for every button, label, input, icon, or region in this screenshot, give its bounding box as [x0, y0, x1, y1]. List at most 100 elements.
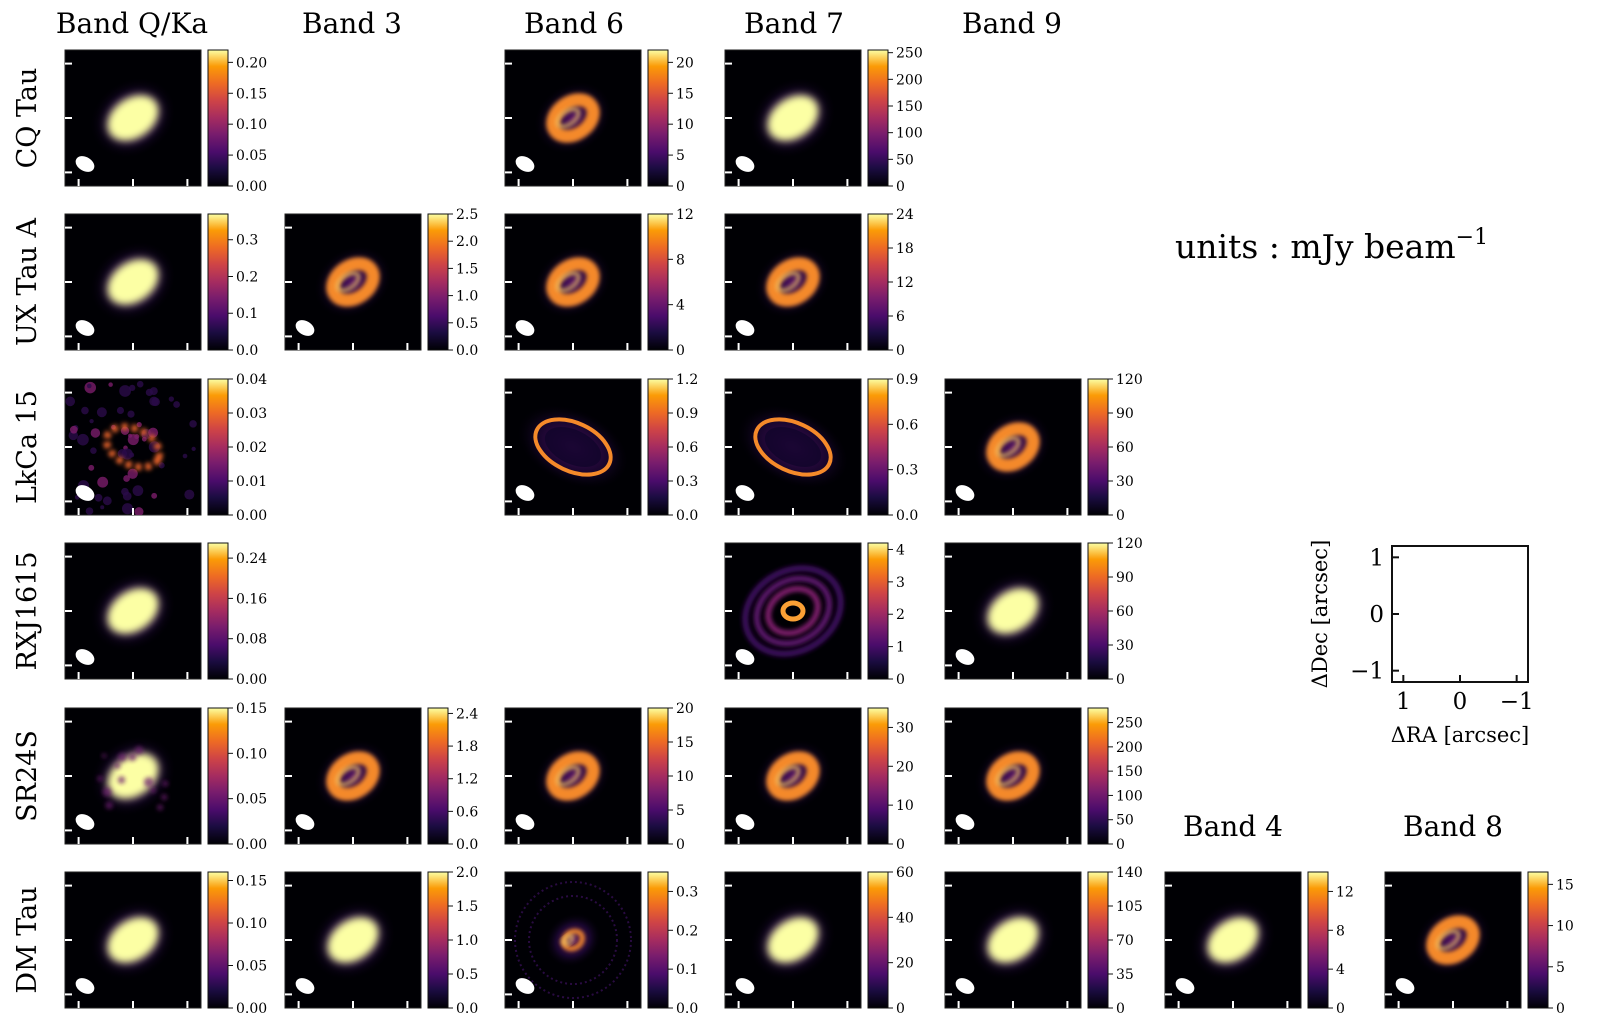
ring-highlight: [775, 765, 801, 787]
noise-speck: [145, 388, 153, 397]
panel-grid: 0.000.050.100.150.2005101520050100150200…: [64, 46, 1574, 1017]
colorbar-tick-label: 0.1: [236, 306, 258, 322]
panel-image: [749, 77, 837, 159]
panel-image: [973, 410, 1053, 484]
colorbar-tick-label: 0.10: [236, 117, 267, 133]
column-title: Band 6: [524, 7, 624, 40]
ring-highlight: [555, 271, 581, 293]
colorbar: [207, 378, 229, 516]
ring-cavity: [764, 427, 822, 467]
ring-cavity: [544, 427, 602, 467]
colorbar-tick-label: 20: [896, 956, 914, 972]
emission-core: [767, 917, 819, 963]
beam-ellipse: [735, 320, 755, 336]
panel-image: [89, 77, 177, 159]
colorbar-tick-label: 0: [896, 672, 905, 688]
ring-highlight: [775, 271, 801, 293]
panel-uxtau-band7: 0 6 12 18 24: [724, 207, 914, 359]
colorbar-tick-label: 0.9: [676, 406, 698, 422]
noise-speck: [94, 493, 103, 502]
colorbar-tick-label: 100: [1116, 788, 1143, 804]
reference-y-tick-label: −1: [1350, 659, 1384, 685]
beam-ellipse: [515, 485, 535, 501]
noise-speck: [117, 776, 126, 784]
panel-image: [533, 81, 613, 155]
colorbar-tick-label: 0.15: [236, 874, 267, 890]
colorbar: [207, 542, 229, 680]
colorbar-tick-label: 60: [1116, 440, 1134, 456]
emission-core: [767, 95, 819, 141]
panel-dmtau-bandqka: 0.00 0.05 0.10 0.15: [64, 871, 267, 1017]
emission-core: [987, 588, 1039, 634]
noise-speck: [143, 777, 154, 788]
colorbar-tick-label: 150: [1116, 764, 1143, 780]
noise-speck: [136, 380, 144, 388]
noise-speck: [151, 492, 158, 499]
panel-image: [1189, 899, 1277, 981]
noise-speck: [134, 507, 144, 515]
ring-highlight: [1435, 929, 1461, 951]
noise-speck: [88, 464, 95, 471]
beam-ellipse: [955, 814, 975, 830]
colorbar-tick-label: 100: [896, 126, 923, 142]
noise-speck: [85, 507, 94, 515]
emission-core: [107, 588, 159, 634]
colorbar: [647, 707, 669, 845]
colorbar-tick-label: 10: [676, 117, 694, 133]
colorbar: [427, 871, 449, 1009]
row-labels: CQ Tau UX Tau A LkCa 15 RXJ1615 SR24S DM Tau: [12, 68, 43, 994]
emission-ring: [326, 257, 380, 307]
panel-image: [969, 570, 1057, 652]
panel-uxtau-band3: 0.0 0.5 1.0 1.5 2.0 2.5: [284, 207, 478, 359]
row-label: UX Tau A: [12, 217, 43, 346]
panel-cqtau-band7: 0 50 100 150 200 250: [724, 46, 923, 195]
reference-x-tick-label: −1: [1500, 689, 1534, 715]
noise-speck: [168, 396, 175, 402]
panel-image: [309, 899, 397, 981]
noise-speck: [162, 780, 169, 787]
colorbar-tick-label: 0.00: [236, 837, 267, 853]
noise-speck: [134, 746, 144, 755]
beam-ellipse: [295, 814, 315, 830]
colorbar-tick-label: 20: [896, 759, 914, 775]
colorbar-tick-label: 0: [1116, 1001, 1125, 1017]
colorbar-tick-label: 0.03: [236, 406, 267, 422]
colorbar-tick-label: 0.1: [676, 962, 698, 978]
row-label: RXJ1615: [12, 551, 43, 670]
noise-speck: [127, 410, 135, 418]
noise-speck: [160, 793, 168, 801]
colorbar: [207, 871, 229, 1009]
panel-image: [533, 245, 613, 319]
outer-ring: [742, 565, 844, 657]
colorbar-tick-label: 0: [1336, 1001, 1345, 1017]
colorbar-tick-label: 10: [896, 798, 914, 814]
beam-ellipse: [955, 485, 975, 501]
colorbar-tick-label: 120: [1116, 372, 1143, 388]
emission-core: [107, 259, 159, 305]
colorbar-tick-label: 1.5: [456, 261, 478, 277]
panel-image: [89, 899, 177, 981]
ring-highlight: [335, 765, 361, 787]
colorbar-tick-label: 24: [896, 207, 914, 223]
colorbar-tick-label: 0.3: [896, 463, 918, 479]
reference-xlabel: ΔRA [arcsec]: [1391, 723, 1530, 747]
outer-ring: [753, 575, 833, 647]
colorbar-tick-label: 60: [896, 865, 914, 881]
panel-lkca15-band9: 0 30 60 90 120: [944, 372, 1143, 524]
noise-speck: [89, 419, 94, 424]
colorbar-tick-label: 0.6: [456, 804, 478, 820]
panel-image: [969, 899, 1057, 981]
emission-ring: [103, 423, 163, 471]
colorbar-tick-label: 5: [676, 803, 685, 819]
faint-outer-ring: [528, 895, 618, 985]
colorbar-tick-label: 1.8: [456, 739, 478, 755]
colorbar-tick-label: 0.02: [236, 440, 267, 456]
panel-lkca15-band7: 0.0 0.3 0.6 0.9: [724, 372, 918, 524]
noise-speck: [184, 489, 195, 500]
ring-highlight: [555, 107, 581, 129]
column-title: Band 8: [1403, 810, 1503, 843]
panel-dmtau-band9: 0 35 70 105 140: [944, 865, 1143, 1017]
colorbar-tick-label: 30: [1116, 474, 1134, 490]
noise-speck: [141, 436, 147, 442]
colorbar-tick-label: 18: [896, 241, 914, 257]
